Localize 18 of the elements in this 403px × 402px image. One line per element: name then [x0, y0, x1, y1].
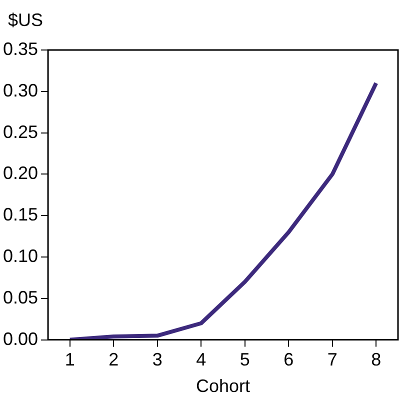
- x-tick-label: 6: [284, 350, 294, 370]
- y-tick-label: 0.00: [2, 328, 38, 349]
- y-tick-label: 0.35: [2, 38, 38, 59]
- y-tick-label: 0.05: [2, 287, 38, 308]
- y-tick-label: 0.25: [2, 122, 38, 142]
- x-axis-title: Cohort: [196, 376, 250, 396]
- y-tick-label: 0.30: [2, 80, 38, 100]
- y-tick-label: 0.20: [2, 163, 38, 184]
- y-tick-label: 0.15: [2, 204, 38, 225]
- x-tick-label: 3: [152, 350, 162, 370]
- y-axis-title: $US: [8, 10, 44, 31]
- x-tick-label: 8: [371, 350, 382, 370]
- x-tick-label: 4: [196, 350, 206, 370]
- x-tick-label: 2: [108, 350, 119, 370]
- y-tick-label: 0.10: [2, 246, 38, 266]
- x-tick-label: 5: [240, 350, 250, 370]
- x-tick-label: 1: [64, 350, 75, 370]
- x-tick-label: 7: [327, 350, 338, 370]
